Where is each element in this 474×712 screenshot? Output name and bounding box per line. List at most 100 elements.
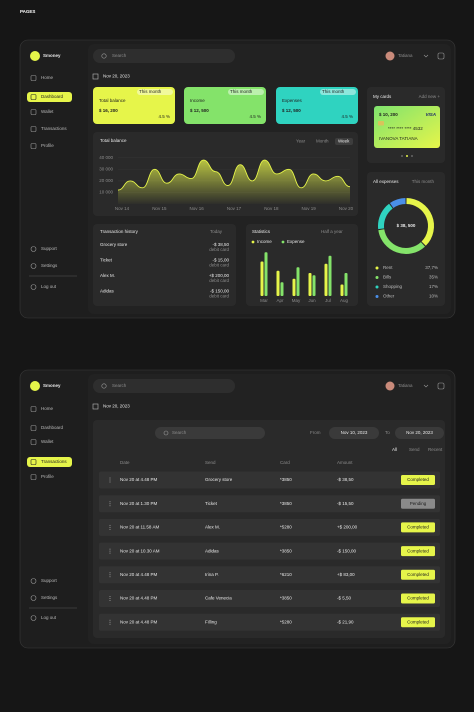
- search-box[interactable]: [155, 427, 265, 439]
- nav-item[interactable]: Wallet: [41, 439, 54, 444]
- row-menu-dot[interactable]: [109, 477, 111, 479]
- date-pill[interactable]: [329, 427, 379, 439]
- carousel-dot[interactable]: [401, 155, 403, 157]
- search-box[interactable]: [93, 379, 235, 393]
- row-menu-dot[interactable]: [109, 623, 111, 625]
- transaction-amount: -$ 150,00: [210, 289, 230, 294]
- avatar: [385, 51, 395, 61]
- transaction-amount: -$ 38,50: [212, 242, 229, 247]
- search-icon: [163, 430, 169, 436]
- status-pill: [401, 593, 435, 604]
- filter-tab[interactable]: Recent: [428, 447, 443, 452]
- nav-item[interactable]: Support: [41, 578, 58, 583]
- column-header: Date: [120, 460, 130, 465]
- row-menu-dot[interactable]: [109, 574, 111, 576]
- nav-item[interactable]: Profile: [41, 474, 54, 479]
- row-date: Nov 20 at 4.48 PM: [120, 619, 158, 624]
- tab[interactable]: Week: [338, 139, 350, 144]
- row-menu-dot[interactable]: [109, 524, 111, 526]
- nav-item[interactable]: Profile: [41, 143, 54, 148]
- nav-item[interactable]: Dashboard: [41, 425, 64, 430]
- search-icon: [101, 383, 107, 389]
- y-tick-label: 10 000: [99, 190, 113, 195]
- row-menu-dot[interactable]: [109, 501, 111, 503]
- carousel-dot[interactable]: [406, 155, 408, 157]
- row-status: Completed: [407, 619, 429, 624]
- search-box[interactable]: [93, 49, 235, 63]
- row-menu-dot[interactable]: [109, 528, 111, 530]
- row-amount: +$ 83,00: [337, 572, 355, 577]
- row-card: *6210: [280, 572, 292, 577]
- row-menu-dot[interactable]: [109, 548, 111, 550]
- nav-item[interactable]: Wallet: [41, 109, 54, 114]
- card-balance: $ 10, 200: [379, 112, 398, 117]
- row-menu-dot[interactable]: [109, 479, 111, 481]
- summary-card: [93, 87, 175, 124]
- summary-amount: $ 12, 500: [282, 108, 301, 113]
- icon-button[interactable]: [437, 382, 445, 390]
- nav-item[interactable]: Home: [41, 406, 54, 411]
- tab[interactable]: Year: [296, 139, 306, 144]
- user-name: Tatiana: [398, 383, 413, 388]
- summary-label: Total balance: [99, 98, 126, 103]
- x-tick-label: Nov 14: [115, 206, 130, 211]
- row-menu-dot[interactable]: [109, 598, 111, 599]
- tab[interactable]: Month: [316, 139, 329, 144]
- row-status: Pending: [410, 501, 427, 506]
- row-date: Nov 20 at 4.48 PM: [120, 596, 158, 601]
- row-menu-dot[interactable]: [109, 619, 111, 621]
- row-menu-dot[interactable]: [109, 600, 111, 601]
- row-amount: -$ 21,90: [337, 619, 354, 624]
- nav-item[interactable]: Support: [41, 246, 58, 251]
- row-menu-dot[interactable]: [109, 552, 111, 554]
- nav-icon: [30, 578, 37, 584]
- panel-action[interactable]: Add new +: [419, 94, 441, 99]
- line: [117, 159, 351, 191]
- x-tick-label: Mar: [260, 298, 268, 303]
- row-menu-dot[interactable]: [109, 621, 111, 623]
- nav-item[interactable]: Home: [41, 75, 54, 80]
- status-pill: [401, 475, 435, 485]
- row-menu-dot[interactable]: [109, 572, 111, 574]
- nav-item[interactable]: Dashboard: [41, 94, 64, 99]
- date-pill[interactable]: [395, 427, 444, 439]
- icon-button[interactable]: [437, 52, 445, 60]
- chevron: [423, 54, 429, 58]
- x-tick-label: Apr: [276, 298, 284, 303]
- row-menu-dot[interactable]: [109, 505, 111, 507]
- bar: [276, 270, 280, 296]
- bank-card[interactable]: [374, 106, 440, 148]
- summary-period: This month: [230, 89, 253, 94]
- table-row: [99, 471, 440, 489]
- row-menu-dot[interactable]: [109, 576, 111, 578]
- period-pill: [137, 89, 173, 95]
- table-row: [99, 518, 440, 536]
- status-pill: [401, 498, 435, 509]
- nav-item[interactable]: Log out: [41, 615, 57, 620]
- x-tick-label: Aug: [340, 298, 349, 303]
- nav-item[interactable]: Settings: [41, 263, 58, 268]
- row-amount: -$ 38,50: [337, 477, 354, 482]
- date: Nov 20, 2023: [103, 404, 130, 409]
- row-menu-dot[interactable]: [109, 596, 111, 597]
- summary-change: 4.5 %: [158, 114, 170, 119]
- row-name: Irina P.: [205, 572, 219, 577]
- row-menu-dot[interactable]: [109, 481, 111, 483]
- card-number: **** **** **** 4532: [388, 126, 423, 131]
- panel-title: Transaction history: [100, 229, 139, 234]
- row-menu-dot[interactable]: [109, 550, 111, 552]
- filter-tab[interactable]: Send: [409, 447, 420, 452]
- nav-item[interactable]: Transactions: [41, 459, 67, 464]
- carousel-dot[interactable]: [411, 155, 413, 157]
- row-menu-dot[interactable]: [109, 526, 111, 528]
- card-panel: [93, 224, 236, 306]
- nav-icon: [30, 595, 37, 601]
- nav-item[interactable]: Transactions: [41, 126, 67, 131]
- row-menu-dot[interactable]: [109, 503, 111, 505]
- nav-item[interactable]: Settings: [41, 595, 58, 600]
- nav-item[interactable]: Log out: [41, 284, 57, 289]
- row-name: Cafe Venecia: [205, 596, 232, 601]
- bar: [324, 263, 328, 296]
- filter-tab[interactable]: All: [392, 447, 397, 452]
